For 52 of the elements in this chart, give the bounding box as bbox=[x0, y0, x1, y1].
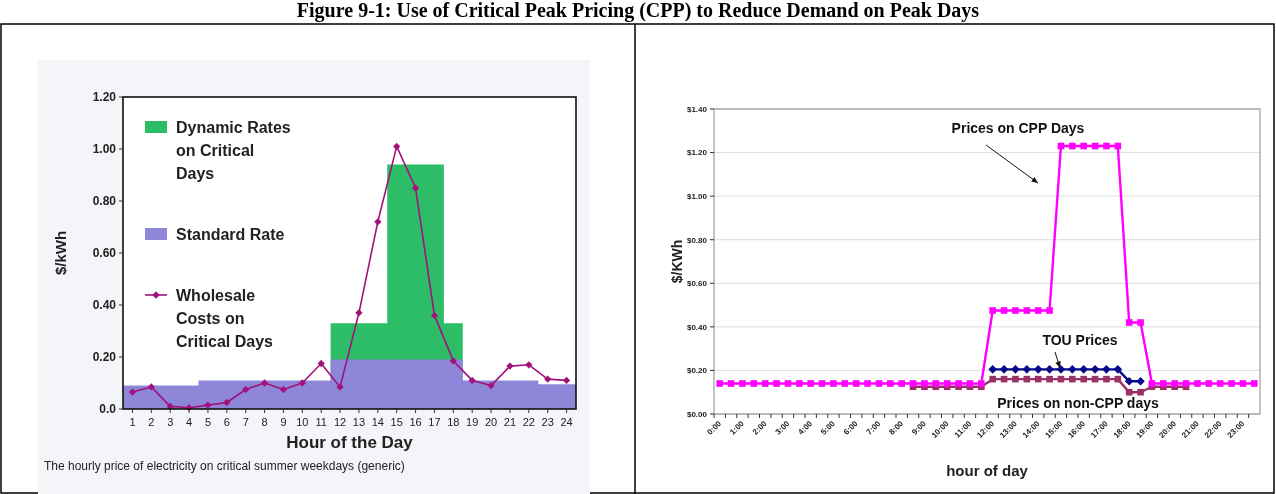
x-tick-label: 6 bbox=[223, 416, 230, 428]
y-tick-label: $0.40 bbox=[686, 322, 708, 332]
series-label: Prices on non-CPP days bbox=[997, 395, 1159, 411]
y-tick-label: $0.00 bbox=[686, 409, 708, 419]
x-tick-label: 5 bbox=[204, 416, 211, 428]
y-tick-label: $1.40 bbox=[686, 104, 708, 114]
y-tick-label: 1.00 bbox=[92, 142, 117, 157]
y-tick-label: 0.60 bbox=[92, 246, 117, 261]
x-tick-label: 22 bbox=[522, 416, 535, 428]
y-axis-title: $/kWh bbox=[52, 230, 69, 276]
y-tick-label: $0.80 bbox=[686, 235, 708, 245]
legend-label: Dynamic Rates on Critical Days bbox=[176, 118, 291, 182]
x-tick-label: 1 bbox=[129, 416, 136, 428]
x-tick-label: 14 bbox=[371, 416, 384, 428]
text: Figure 9-1: Use of Critical Peak Pricing (CPP) to Reduce Demand on Peak Days bbox=[296, 0, 980, 22]
y-tick-label: 0.40 bbox=[92, 298, 117, 313]
y-tick-label: $0.60 bbox=[686, 279, 708, 289]
x-tick-label: 7 bbox=[242, 416, 249, 428]
x-tick-label: 11 bbox=[315, 416, 327, 428]
y-tick-label: $1.00 bbox=[686, 191, 708, 201]
y-axis-title: $/KWh bbox=[669, 239, 685, 284]
x-axis-title: Hour of the Day bbox=[286, 433, 414, 452]
x-tick-label: 4 bbox=[186, 416, 193, 428]
x-tick-label: 3 bbox=[167, 416, 174, 428]
x-tick-label: 15 bbox=[390, 416, 403, 428]
x-tick-label: 17 bbox=[428, 416, 441, 428]
x-tick-label: 21 bbox=[503, 416, 517, 428]
text: The hourly price of electricity on critical summer weekdays (generic) bbox=[44, 459, 405, 473]
y-tick-label: 0.20 bbox=[92, 350, 117, 365]
x-tick-label: 10 bbox=[296, 416, 309, 428]
x-tick-label: 16 bbox=[409, 416, 422, 428]
series-label: Prices on CPP Days bbox=[951, 120, 1085, 136]
x-axis-title: hour of day bbox=[946, 462, 1029, 479]
x-tick-label: 24 bbox=[560, 416, 573, 428]
y-tick-label: 1.20 bbox=[92, 90, 117, 105]
x-tick-label: 9 bbox=[280, 416, 287, 428]
series-label: TOU Prices bbox=[1042, 332, 1118, 348]
y-tick-label: $0.20 bbox=[686, 366, 708, 376]
y-tick-label: $1.20 bbox=[686, 148, 708, 158]
x-tick-label: 18 bbox=[447, 416, 460, 428]
x-tick-label: 4:00 bbox=[796, 418, 815, 437]
x-tick-label: 20 bbox=[484, 416, 498, 428]
x-tick-label: 12 bbox=[333, 416, 347, 428]
x-tick-label: 8 bbox=[261, 416, 268, 428]
y-tick-label: 0.0 bbox=[99, 402, 117, 417]
legend-label: Wholesale Costs on Critical Days bbox=[176, 286, 274, 350]
legend-label: Standard Rate bbox=[176, 225, 285, 243]
x-tick-label: 23 bbox=[541, 416, 554, 428]
x-tick-label: 13 bbox=[352, 416, 366, 428]
x-tick-label: 2 bbox=[148, 416, 155, 428]
x-tick-label: 19 bbox=[466, 416, 479, 428]
y-tick-label: 0.80 bbox=[92, 194, 117, 209]
